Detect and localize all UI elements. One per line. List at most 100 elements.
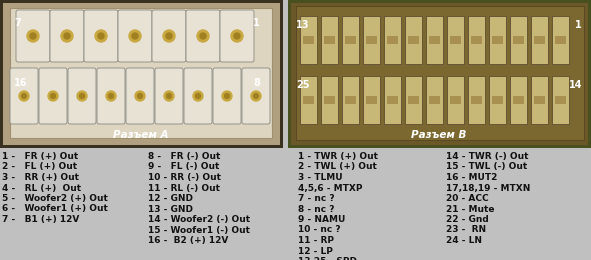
Text: Разъем А: Разъем А: [113, 130, 169, 140]
Text: 4,5,6 - MTXP: 4,5,6 - MTXP: [298, 184, 362, 192]
Text: 11 - RP: 11 - RP: [298, 236, 334, 245]
Circle shape: [19, 91, 29, 101]
Text: 15 - Woofer1 (-) Out: 15 - Woofer1 (-) Out: [148, 225, 250, 235]
FancyBboxPatch shape: [126, 68, 154, 124]
FancyBboxPatch shape: [242, 68, 270, 124]
Bar: [447, 76, 464, 124]
Bar: [384, 76, 401, 124]
Bar: [387, 36, 398, 44]
Bar: [555, 96, 566, 104]
Text: 12 - GND: 12 - GND: [148, 194, 193, 203]
Bar: [471, 96, 482, 104]
Text: 23 -  RN: 23 - RN: [446, 225, 486, 235]
Text: 25: 25: [296, 80, 310, 90]
Text: Разъем В: Разъем В: [411, 130, 467, 140]
Circle shape: [98, 33, 104, 39]
Bar: [450, 96, 461, 104]
Bar: [408, 36, 419, 44]
Text: 2 -   FL (+) Out: 2 - FL (+) Out: [2, 162, 77, 172]
Bar: [321, 76, 338, 124]
Circle shape: [193, 91, 203, 101]
Text: 4 -   RL (+)  Out: 4 - RL (+) Out: [2, 184, 81, 192]
Bar: [429, 96, 440, 104]
Text: 3 - TLMU: 3 - TLMU: [298, 173, 343, 182]
Circle shape: [106, 91, 116, 101]
Bar: [366, 96, 377, 104]
Bar: [552, 16, 569, 64]
Circle shape: [164, 91, 174, 101]
FancyBboxPatch shape: [50, 10, 84, 62]
Text: 3 -   RR (+) Out: 3 - RR (+) Out: [2, 173, 79, 182]
Bar: [534, 96, 545, 104]
Bar: [468, 16, 485, 64]
Text: 15 - TWL (-) Out: 15 - TWL (-) Out: [446, 162, 527, 172]
Bar: [426, 76, 443, 124]
Bar: [345, 36, 356, 44]
FancyBboxPatch shape: [118, 10, 152, 62]
Circle shape: [254, 94, 258, 99]
Bar: [300, 16, 317, 64]
Bar: [510, 16, 527, 64]
Bar: [408, 96, 419, 104]
Text: 9 - NAMU: 9 - NAMU: [298, 215, 345, 224]
Bar: [345, 96, 356, 104]
Circle shape: [163, 30, 175, 42]
Circle shape: [167, 94, 171, 99]
Text: 1 - TWR (+) Out: 1 - TWR (+) Out: [298, 152, 378, 161]
Bar: [450, 36, 461, 44]
Text: 7 -   B1 (+) 12V: 7 - B1 (+) 12V: [2, 215, 79, 224]
Circle shape: [64, 33, 70, 39]
Text: 10 - nc ?: 10 - nc ?: [298, 225, 340, 235]
Circle shape: [21, 94, 27, 99]
Text: 11 - RL (-) Out: 11 - RL (-) Out: [148, 184, 220, 192]
FancyBboxPatch shape: [97, 68, 125, 124]
Text: 14 - Woofer2 (-) Out: 14 - Woofer2 (-) Out: [148, 215, 250, 224]
Text: 13 - GND: 13 - GND: [148, 205, 193, 213]
Circle shape: [80, 94, 85, 99]
Bar: [426, 16, 443, 64]
Text: 13,25 - SPD: 13,25 - SPD: [298, 257, 357, 260]
Text: 5 -   Woofer2 (+) Out: 5 - Woofer2 (+) Out: [2, 194, 108, 203]
FancyBboxPatch shape: [186, 10, 220, 62]
Bar: [531, 76, 548, 124]
Bar: [510, 76, 527, 124]
Bar: [288, 0, 591, 148]
Circle shape: [77, 91, 87, 101]
Bar: [363, 76, 380, 124]
Bar: [0, 0, 283, 148]
Bar: [324, 96, 335, 104]
Bar: [324, 36, 335, 44]
Bar: [3, 3, 280, 145]
Bar: [429, 36, 440, 44]
Bar: [342, 76, 359, 124]
Bar: [303, 96, 314, 104]
Text: 1 -   FR (+) Out: 1 - FR (+) Out: [2, 152, 78, 161]
Bar: [492, 96, 503, 104]
Bar: [405, 76, 422, 124]
Text: 7: 7: [14, 18, 21, 28]
Circle shape: [231, 30, 243, 42]
Bar: [363, 16, 380, 64]
Bar: [489, 76, 506, 124]
Circle shape: [50, 94, 56, 99]
FancyBboxPatch shape: [213, 68, 241, 124]
Text: 7 - nc ?: 7 - nc ?: [298, 194, 335, 203]
FancyBboxPatch shape: [39, 68, 67, 124]
Text: 6 -   Woofer1 (+) Out: 6 - Woofer1 (+) Out: [2, 205, 108, 213]
FancyBboxPatch shape: [155, 68, 183, 124]
Bar: [342, 16, 359, 64]
Circle shape: [129, 30, 141, 42]
Circle shape: [234, 33, 240, 39]
Text: 17,18,19 - MTXN: 17,18,19 - MTXN: [446, 184, 530, 192]
Text: 1: 1: [575, 20, 582, 30]
Circle shape: [225, 94, 229, 99]
Circle shape: [251, 91, 261, 101]
Bar: [303, 36, 314, 44]
Circle shape: [27, 30, 39, 42]
Circle shape: [138, 94, 142, 99]
Text: 8 -   FR (-) Out: 8 - FR (-) Out: [148, 152, 220, 161]
Text: 16 -  B2 (+) 12V: 16 - B2 (+) 12V: [148, 236, 228, 245]
FancyBboxPatch shape: [16, 10, 50, 62]
Bar: [405, 16, 422, 64]
Bar: [513, 36, 524, 44]
